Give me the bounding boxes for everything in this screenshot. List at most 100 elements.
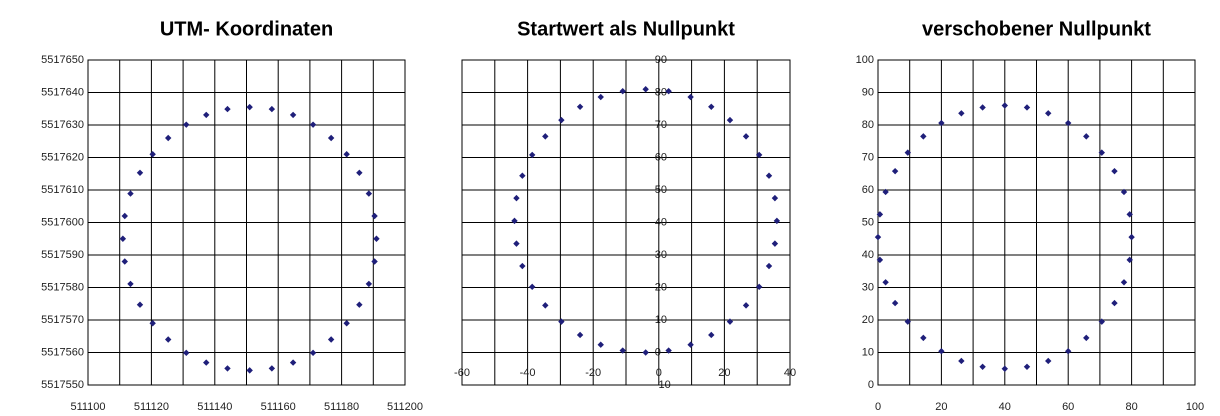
y-tick-label: 90 [862, 86, 874, 98]
point [1111, 167, 1118, 175]
point [742, 133, 750, 140]
y-tick-label: 40 [655, 216, 667, 228]
y-tick-label: 5517650 [41, 54, 84, 66]
point [183, 121, 190, 128]
x-tick-label: 0 [656, 367, 662, 379]
point [165, 134, 172, 142]
y-tick-label: 5517570 [41, 314, 84, 326]
point [755, 283, 763, 291]
point [246, 103, 253, 111]
x-tick-label: 20 [935, 401, 947, 413]
point [665, 88, 672, 95]
point [542, 133, 549, 140]
point [642, 349, 649, 356]
point [519, 172, 526, 179]
point [224, 105, 231, 113]
point [513, 240, 520, 247]
point [365, 280, 373, 288]
y-tick-label: 5517630 [41, 119, 84, 131]
point [1111, 299, 1118, 307]
point [1120, 188, 1128, 196]
point [708, 331, 715, 339]
y-tick-label: 80 [655, 86, 667, 98]
point [356, 169, 363, 176]
point [958, 357, 965, 365]
point [1083, 334, 1090, 342]
point [1045, 110, 1052, 117]
y-tick-label: 80 [862, 119, 874, 131]
x-tick-label: 40 [999, 401, 1011, 413]
y-tick-label: 5517620 [41, 151, 84, 163]
point [356, 301, 363, 308]
point [203, 359, 210, 366]
point [136, 169, 144, 176]
point [891, 167, 899, 175]
point [246, 367, 253, 374]
point [1128, 233, 1135, 241]
point [165, 336, 172, 343]
point [876, 211, 884, 218]
y-tick-label: 60 [862, 184, 874, 196]
y-tick-label: 30 [862, 281, 874, 293]
x-tick-label: 511180 [324, 401, 359, 413]
chart-title: verschobener Nullpunkt [922, 18, 1151, 40]
point [938, 348, 945, 355]
y-tick-label: 0 [655, 346, 661, 358]
y-tick-label: 5517640 [41, 86, 84, 98]
point [1001, 365, 1008, 372]
point [882, 188, 889, 196]
point [619, 88, 626, 95]
y-tick-label: 20 [655, 281, 667, 293]
point [1083, 133, 1090, 140]
point [127, 190, 134, 197]
plot-frame [87, 59, 406, 386]
y-tick-label: 5517550 [41, 379, 84, 391]
point [1120, 279, 1128, 286]
point [343, 151, 350, 158]
y-tick-label: 5517600 [41, 216, 84, 228]
point [742, 302, 750, 309]
point [597, 341, 604, 348]
x-tick-label: 20 [718, 367, 730, 379]
point [708, 103, 715, 110]
point [558, 116, 565, 124]
point [1098, 149, 1106, 156]
point [121, 212, 128, 220]
point [149, 151, 156, 158]
point [224, 365, 231, 372]
point [958, 110, 965, 117]
point [136, 301, 144, 308]
y-tick-label: 10 [655, 314, 667, 326]
chart-title: Startwert als Nullpunkt [517, 18, 735, 40]
x-tick-label: 511100 [70, 401, 105, 413]
point [920, 133, 927, 140]
x-tick-label: 0 [875, 401, 881, 413]
point [121, 258, 128, 265]
point [904, 318, 911, 325]
point [268, 365, 276, 372]
point [876, 256, 884, 264]
x-tick-label: 60 [1062, 401, 1074, 413]
point [1023, 104, 1031, 111]
point [1098, 318, 1106, 325]
y-tick-label: 30 [655, 249, 667, 261]
point [726, 318, 734, 325]
point [528, 283, 536, 291]
y-tick-label: 100 [856, 54, 874, 66]
x-tick-label: -40 [520, 367, 536, 379]
point [327, 336, 335, 343]
point [371, 212, 378, 220]
point [597, 93, 604, 101]
point [528, 151, 536, 159]
chart-title: UTM- Koordinaten [160, 18, 333, 40]
point [511, 217, 518, 225]
y-tick-label: 20 [862, 314, 874, 326]
x-tick-label: 511120 [134, 401, 169, 413]
point [183, 349, 190, 357]
y-tick-label: 60 [655, 151, 667, 163]
y-tick-label: 5517610 [41, 184, 84, 196]
y-tick-label: 5517590 [41, 249, 84, 261]
point [1126, 211, 1133, 218]
point [665, 347, 672, 354]
